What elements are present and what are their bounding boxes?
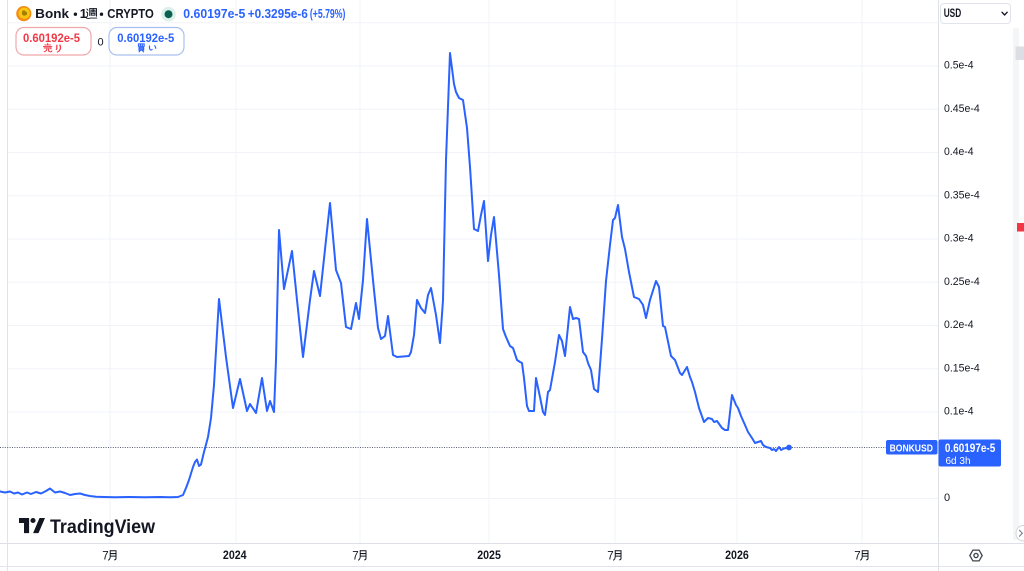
svg-text:0.60197e-5: 0.60197e-5 — [945, 441, 996, 455]
svg-text:0.4e-4: 0.4e-4 — [944, 146, 974, 158]
svg-text:7: 7 — [102, 550, 108, 562]
svg-text:0.3e-4: 0.3e-4 — [944, 233, 974, 245]
svg-text:+0.3295e-6: +0.3295e-6 — [248, 6, 308, 21]
svg-text:0.60192e-5: 0.60192e-5 — [117, 31, 174, 45]
svg-text:0.60192e-5: 0.60192e-5 — [23, 31, 80, 45]
svg-text:7: 7 — [607, 550, 613, 562]
svg-text:7: 7 — [352, 550, 358, 562]
svg-text:0.60197e-5: 0.60197e-5 — [183, 6, 245, 21]
svg-text:0.25e-4: 0.25e-4 — [944, 276, 980, 288]
svg-text:Bonk: Bonk — [35, 6, 70, 21]
svg-text:0.2e-4: 0.2e-4 — [944, 319, 974, 331]
svg-text:CRYPTO: CRYPTO — [107, 6, 154, 21]
svg-text:0: 0 — [944, 492, 950, 504]
svg-text:0.35e-4: 0.35e-4 — [944, 189, 980, 201]
svg-text:1: 1 — [80, 6, 87, 21]
svg-text:7: 7 — [854, 550, 860, 562]
svg-text:0.15e-4: 0.15e-4 — [944, 362, 980, 374]
svg-text:0: 0 — [97, 37, 103, 49]
svg-text:2024: 2024 — [223, 550, 247, 562]
svg-text:BONKUSD: BONKUSD — [890, 442, 934, 454]
svg-text:TradingView: TradingView — [50, 516, 156, 538]
svg-text:6d 3h: 6d 3h — [946, 455, 971, 467]
svg-text:(+5.79%): (+5.79%) — [310, 6, 346, 21]
svg-text:2026: 2026 — [725, 550, 749, 562]
svg-text:USD: USD — [944, 8, 962, 20]
svg-text:0.1e-4: 0.1e-4 — [944, 406, 974, 418]
svg-text:2025: 2025 — [477, 550, 501, 562]
svg-text:0.45e-4: 0.45e-4 — [944, 103, 980, 115]
svg-text:0.5e-4: 0.5e-4 — [944, 60, 974, 72]
